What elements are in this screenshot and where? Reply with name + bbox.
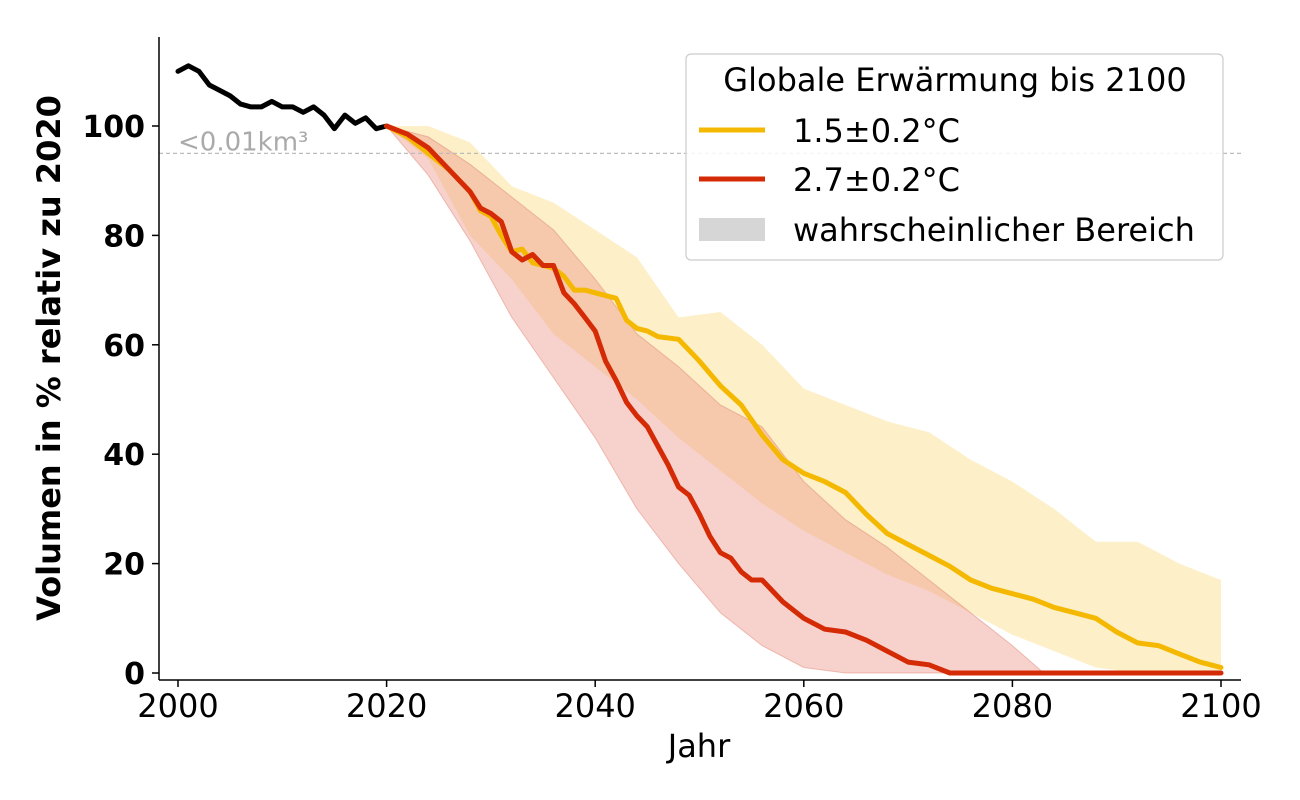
legend-title: Globale Erwärmung bis 2100: [723, 61, 1186, 99]
legend-label-1: 1.5±0.2°C: [793, 112, 960, 150]
legend-frame: [685, 53, 1224, 261]
y-axis-ticks: 0 20 40 60 80 100: [82, 110, 159, 692]
x-tick-label: 2100: [1180, 687, 1261, 725]
y-axis-title: Volumen in % relativ zu 2020: [30, 95, 68, 621]
observed-volume-line: [175, 63, 390, 132]
y-tick-label: 60: [103, 329, 145, 364]
x-tick-label: 2020: [346, 687, 427, 725]
series-lines: [175, 63, 1224, 676]
likely-range-band-1: [386, 126, 1222, 673]
x-tick-label: 2040: [554, 687, 635, 725]
legend-label-2: 2.7±0.2°C: [793, 161, 960, 199]
x-axis-ticks: 2000 2020 2040 2060 2080 2100: [137, 680, 1262, 725]
x-axis-title: Jahr: [666, 727, 731, 765]
y-tick-label: 100: [82, 110, 145, 145]
y-tick-label: 0: [124, 657, 145, 692]
legend-swatch-band: [699, 218, 765, 241]
y-tick-label: 40: [103, 438, 145, 473]
x-tick-label: 2060: [763, 687, 844, 725]
reference-line-label: <0.01km³: [178, 127, 308, 157]
x-tick-label: 2080: [972, 687, 1053, 725]
scenario-2-7c-line: [384, 123, 1224, 676]
x-tick-label: 2000: [137, 687, 218, 725]
y-tick-label: 80: [103, 219, 145, 254]
legend-label-3: wahrscheinlicher Bereich: [793, 211, 1195, 249]
y-tick-label: 20: [103, 548, 145, 583]
legend: Globale Erwärmung bis 2100 1.5±0.2°C 2.7…: [685, 53, 1224, 261]
